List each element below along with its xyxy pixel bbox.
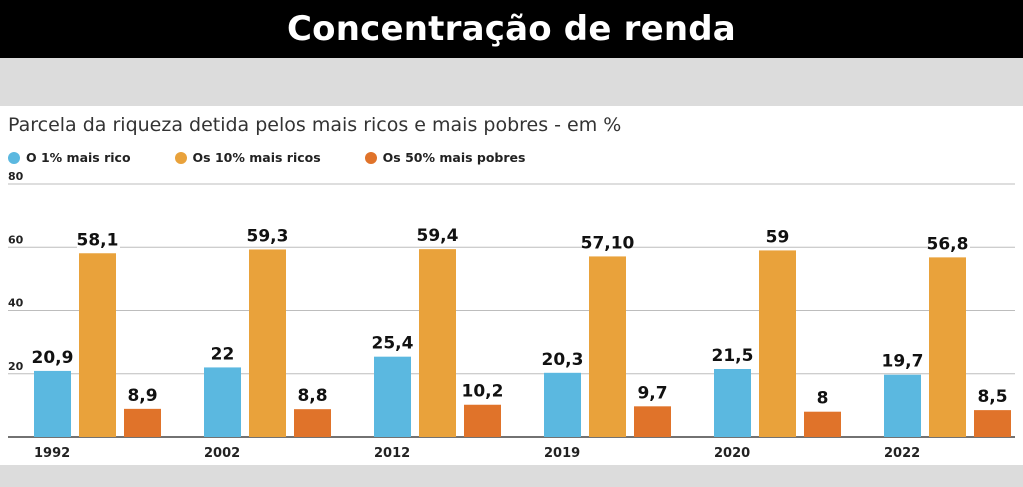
y-tick-label: 40 [8, 297, 24, 310]
data-label-bg [542, 350, 585, 369]
data-label-top1: 22 [211, 344, 235, 364]
bar-bottom50-2019 [634, 406, 671, 437]
data-label-top10: 58,1 [77, 230, 119, 250]
data-label-top10: 57,10 [581, 233, 635, 253]
header-bar: Concentração de renda [0, 0, 1023, 58]
data-label-top10: 59,4 [417, 226, 459, 246]
bar-top1-2012 [374, 356, 411, 437]
legend-label-top10: Os 10% mais ricos [192, 150, 321, 165]
bar-top1-2020 [714, 369, 751, 437]
data-label-bg [757, 228, 800, 247]
data-label-bg [292, 387, 335, 406]
bar-top10-2019 [589, 256, 626, 437]
legend-swatch-top1 [8, 151, 20, 164]
data-label-bg [462, 382, 505, 401]
legend-item-bottom50: Os 50% mais pobres [364, 150, 526, 165]
data-label-bg [882, 352, 925, 371]
bar-top10-2020 [759, 250, 796, 437]
bar-bottom50-1992 [124, 408, 161, 437]
bar-top1-2022 [884, 374, 921, 437]
data-label-bg [587, 234, 630, 253]
data-label-top1: 19,7 [882, 352, 924, 372]
x-tick-label: 2012 [374, 446, 410, 461]
data-label-top10: 59,3 [247, 226, 289, 246]
data-label-bottom50: 8,8 [297, 386, 327, 406]
bar-top10-2022 [929, 257, 966, 437]
data-label-top10: 59 [766, 227, 790, 247]
data-label-bg [77, 231, 120, 250]
bar-top1-2019 [544, 372, 581, 437]
data-label-top1: 25,4 [372, 334, 414, 354]
data-label-top1: 20,9 [32, 348, 74, 368]
data-label-bottom50: 8,9 [127, 386, 157, 406]
data-label-top1: 20,3 [542, 350, 584, 370]
y-tick-label: 20 [8, 360, 24, 373]
data-label-top1: 21,5 [712, 346, 754, 366]
bar-top10-1992 [79, 253, 116, 437]
page-title: Concentração de renda [287, 9, 736, 49]
y-tick-label: 60 [8, 233, 24, 246]
data-label-bottom50: 8,5 [977, 387, 1007, 407]
y-tick-label: 80 [8, 170, 24, 183]
top-band [0, 58, 1023, 106]
data-label-top10: 56,8 [927, 234, 969, 254]
data-label-bg [32, 348, 75, 367]
bar-bottom50-2012 [464, 404, 501, 437]
legend-label-bottom50: Os 50% mais pobres [382, 150, 526, 165]
chart-panel [0, 106, 1023, 465]
data-label-bg [712, 347, 755, 366]
legend-item-top1: O 1% mais rico [8, 150, 131, 165]
legend-label-top1: O 1% mais rico [26, 150, 131, 165]
data-label-bg [417, 227, 460, 246]
data-label-bottom50: 8 [817, 389, 829, 409]
data-label-bottom50: 10,2 [462, 382, 504, 402]
legend-item-top10: Os 10% mais ricos [174, 150, 321, 165]
legend-swatch-bottom50 [364, 151, 377, 164]
x-tick-label: 2002 [204, 446, 240, 461]
legend-swatch-top10 [174, 151, 187, 164]
data-label-bg [632, 384, 675, 403]
bar-bottom50-2020 [804, 411, 841, 437]
data-label-bg [372, 334, 415, 353]
data-label-bg [927, 235, 970, 254]
bottom-band [0, 465, 1023, 487]
bar-top10-2012 [419, 249, 456, 437]
bar-top1-1992 [34, 370, 71, 437]
x-tick-label: 2020 [714, 446, 750, 461]
legend: O 1% mais rico Os 10% mais ricos Os 50% … [8, 150, 569, 165]
bar-bottom50-2002 [294, 409, 331, 437]
bar-bottom50-2022 [974, 410, 1011, 437]
data-label-bg [247, 227, 290, 246]
x-tick-label: 1992 [34, 446, 70, 461]
x-tick-label: 2019 [544, 446, 580, 461]
data-label-bg [122, 386, 165, 405]
data-label-bottom50: 9,7 [637, 383, 667, 403]
x-tick-label: 2022 [884, 446, 920, 461]
data-label-bg [202, 345, 245, 364]
bar-top10-2002 [249, 249, 286, 437]
bar-top1-2002 [204, 367, 241, 437]
data-label-bg [972, 388, 1015, 407]
chart-title: Parcela da riqueza detida pelos mais ric… [8, 114, 622, 136]
data-label-bg [802, 389, 845, 408]
